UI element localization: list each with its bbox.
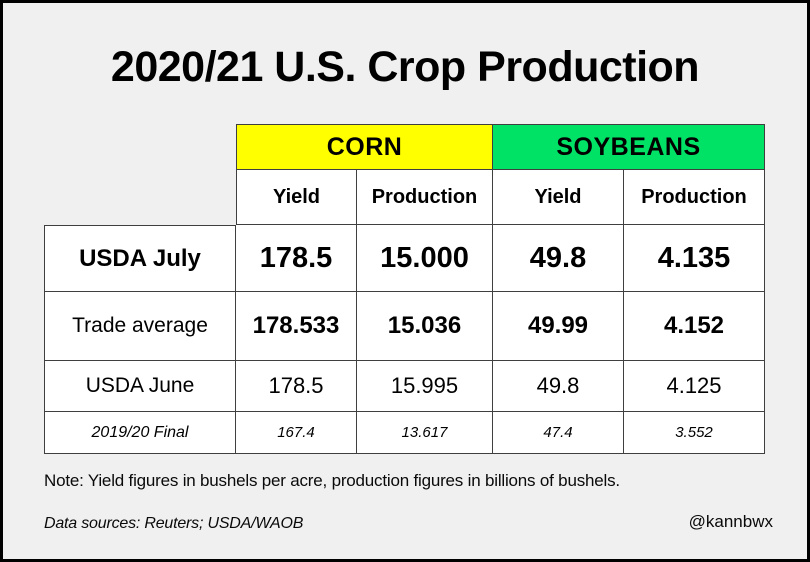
row-label-usda-june: USDA June <box>44 361 236 412</box>
cell-usda-june-corn-yield: 178.5 <box>236 361 357 412</box>
table-corner-spacer <box>44 170 236 225</box>
cell-trade-average-soybeans-production: 4.152 <box>624 292 765 361</box>
table-corner-spacer <box>44 124 236 170</box>
cell-2019-20-final-corn-production: 13.617 <box>357 412 493 454</box>
cell-usda-july-soybeans-production: 4.135 <box>624 225 765 292</box>
row-label-2019-20-final: 2019/20 Final <box>44 412 236 454</box>
cell-trade-average-corn-production: 15.036 <box>357 292 493 361</box>
column-header-corn-yield: Yield <box>236 170 357 225</box>
column-header-soybeans-yield: Yield <box>493 170 624 225</box>
column-group-corn: CORN <box>236 124 493 170</box>
cell-trade-average-corn-yield: 178.533 <box>236 292 357 361</box>
author-handle: @kannbwx <box>688 512 773 531</box>
crop-table: CORN SOYBEANS Yield Production Yield Pro… <box>44 124 765 454</box>
cell-2019-20-final-corn-yield: 167.4 <box>236 412 357 454</box>
page-title: 2020/21 U.S. Crop Production <box>110 43 700 91</box>
column-header-corn-production: Production <box>357 170 493 225</box>
units-note: Note: Yield figures in bushels per acre,… <box>44 471 620 490</box>
column-group-soybeans: SOYBEANS <box>493 124 765 170</box>
cell-usda-june-soybeans-yield: 49.8 <box>493 361 624 412</box>
cell-2019-20-final-soybeans-production: 3.552 <box>624 412 765 454</box>
cell-usda-july-corn-production: 15.000 <box>357 225 493 292</box>
cell-usda-july-soybeans-yield: 49.8 <box>493 225 624 292</box>
column-header-soybeans-production: Production <box>624 170 765 225</box>
row-label-usda-july: USDA July <box>44 225 236 292</box>
row-label-trade-average: Trade average <box>44 292 236 361</box>
cell-2019-20-final-soybeans-yield: 47.4 <box>493 412 624 454</box>
cell-usda-june-corn-production: 15.995 <box>357 361 493 412</box>
cell-usda-july-corn-yield: 178.5 <box>236 225 357 292</box>
cell-usda-june-soybeans-production: 4.125 <box>624 361 765 412</box>
data-sources: Data sources: Reuters; USDA/WAOB <box>44 515 304 532</box>
cell-trade-average-soybeans-yield: 49.99 <box>493 292 624 361</box>
